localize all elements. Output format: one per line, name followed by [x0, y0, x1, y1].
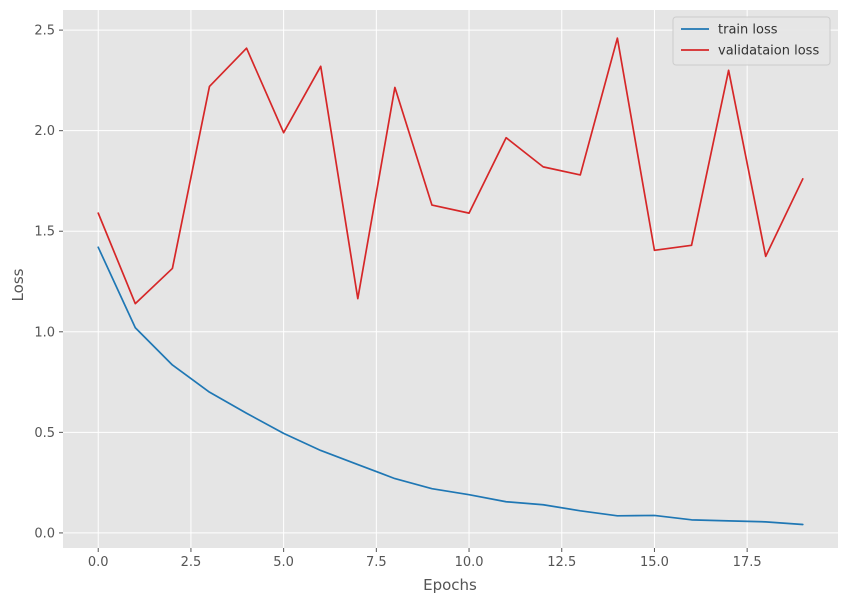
y-tick-label: 2.0: [34, 124, 55, 139]
y-axis-title: Loss: [9, 268, 27, 301]
series-line-validation-loss: [97, 37, 804, 305]
legend-box: [672, 16, 831, 66]
y-tick-label: 0.5: [34, 426, 55, 441]
y-axis-ticks: 0.0 0.5 1.0 1.5 2.0 2.5: [34, 24, 63, 541]
x-tick-label: 7.5: [366, 555, 387, 570]
y-tick-label: 0.0: [34, 526, 55, 541]
legend-label: validataion loss: [718, 44, 819, 59]
x-axis-ticks: 0.0 2.5 5.0 7.5 10.0 12.5 15.0 17.5: [88, 548, 762, 570]
legend-label: train loss: [718, 23, 778, 38]
x-tick-label: 10.0: [455, 555, 484, 570]
y-tick-label: 1.5: [34, 225, 55, 240]
x-tick-label: 17.5: [733, 555, 762, 570]
series-layer: [97, 37, 804, 526]
y-tick-label: 1.0: [34, 325, 55, 340]
x-tick-label: 12.5: [547, 555, 576, 570]
series-line-train-loss: [97, 246, 804, 526]
x-tick-label: 5.0: [273, 555, 294, 570]
plot-background: [63, 10, 838, 548]
y-tick-label: 2.5: [34, 24, 55, 39]
legend: train loss validataion loss: [672, 16, 831, 66]
x-axis-title: Epochs: [423, 576, 477, 594]
x-tick-label: 15.0: [640, 555, 669, 570]
x-tick-label: 2.5: [181, 555, 202, 570]
x-tick-label: 0.0: [88, 555, 109, 570]
